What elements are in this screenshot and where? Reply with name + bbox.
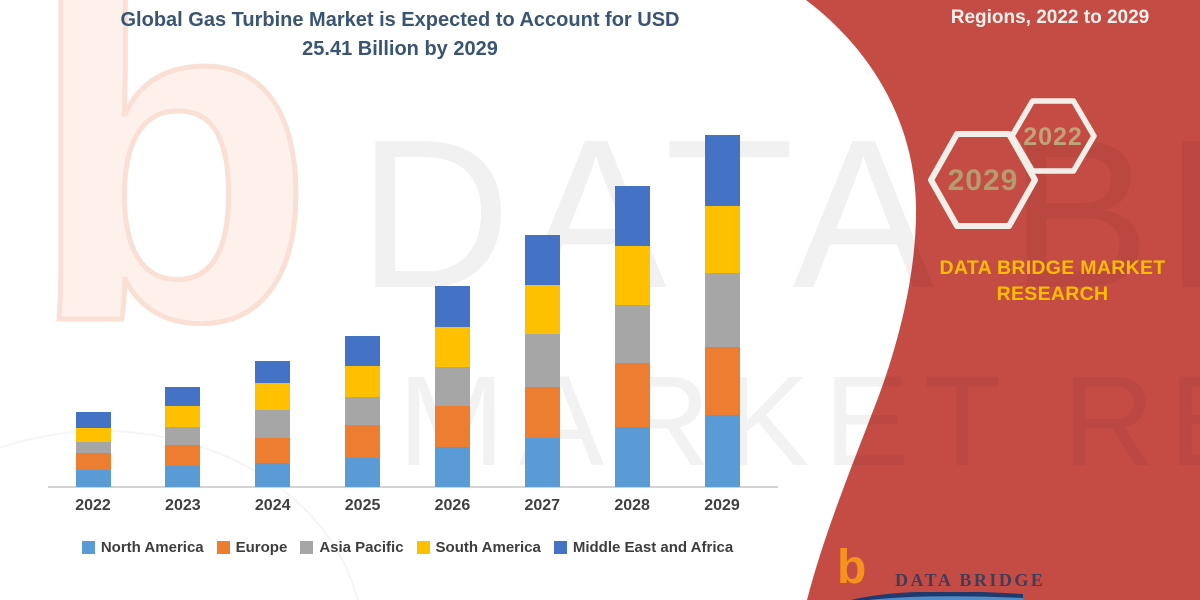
hexagon-2022-badge [1009, 98, 1097, 174]
bar-segment-south-america-2025 [345, 365, 381, 397]
legend-swatch-icon [300, 541, 314, 554]
footer-b-logo-icon: b [837, 541, 867, 594]
bar-segment-europe-2028 [614, 363, 650, 427]
bar-segment-europe-2027 [524, 387, 560, 438]
footer-logo: b DATA BRIDGE [835, 544, 1095, 600]
bar-segment-north-america-2028 [614, 426, 650, 487]
chart-title-line1: Global Gas Turbine Market is Expected to… [120, 9, 680, 31]
bar-segment-europe-2026 [434, 405, 470, 447]
x-axis-label-2023: 2023 [165, 497, 201, 514]
bar-segment-middle-east-and-africa-2026 [434, 286, 470, 328]
brand-name-line1: DATA BRIDGE MARKET [939, 257, 1166, 279]
x-axis-label-2029: 2029 [704, 497, 740, 514]
brand-name-block: DATA BRIDGE MARKET RESEARCH [935, 255, 1170, 307]
bar-segment-north-america-2025 [345, 457, 381, 487]
legend-label: Europe [235, 539, 288, 556]
x-axis-label-2022: 2022 [75, 497, 111, 514]
bar-segment-south-america-2022 [75, 428, 111, 442]
bar-segment-asia-pacific-2025 [345, 396, 381, 425]
legend-item-middle-east-and-africa: Middle East and Africa [553, 539, 734, 556]
bar-segment-middle-east-and-africa-2023 [165, 386, 201, 407]
stacked-bar-2023 [165, 386, 201, 487]
bar-segment-south-america-2029 [704, 206, 740, 274]
legend-label: Middle East and Africa [572, 539, 734, 556]
bar-segment-asia-pacific-2022 [75, 441, 111, 454]
footer-brand-text: DATA BRIDGE [895, 570, 1046, 590]
bar-segment-asia-pacific-2023 [165, 426, 201, 446]
legend-item-europe: Europe [216, 539, 288, 556]
x-axis-label-2028: 2028 [614, 497, 650, 514]
legend-label: Asia Pacific [319, 539, 404, 556]
hexagon-2029-label: 2029 [948, 164, 1019, 197]
legend-swatch-icon [81, 541, 95, 554]
legend-swatch-icon [416, 541, 430, 554]
legend-label: South America [435, 539, 541, 556]
bar-segment-asia-pacific-2026 [434, 367, 470, 406]
x-axis-label-2025: 2025 [344, 497, 381, 514]
brand-name-line2: RESEARCH [996, 283, 1109, 305]
bar-segment-asia-pacific-2029 [704, 273, 740, 347]
hexagon-badges: 2029 2022 [928, 98, 1097, 229]
panel-heading: Regions, 2022 to 2029 [950, 7, 1150, 28]
bar-segment-south-america-2027 [524, 285, 560, 335]
x-axis-label-2024: 2024 [254, 497, 291, 514]
bar-segment-europe-2022 [75, 453, 111, 471]
red-panel-shape [806, 0, 1200, 600]
bar-segment-middle-east-and-africa-2027 [524, 235, 560, 286]
bar-segment-north-america-2026 [434, 446, 470, 487]
legend-swatch-icon [216, 541, 230, 554]
bar-chart-plot-area: 2022 2023 2024 2025 2026 2027 2028 2029 [75, 135, 740, 514]
stacked-bar-2024 [255, 360, 291, 487]
bar-segment-europe-2024 [255, 438, 291, 463]
chart-title: Global Gas Turbine Market is Expected to… [55, 6, 745, 64]
stacked-bar-2029 [704, 135, 740, 487]
legend-item-asia-pacific: Asia Pacific [300, 539, 404, 556]
legend-item-north-america: North America [81, 539, 204, 556]
bar-segment-south-america-2026 [434, 327, 470, 368]
bar-segment-asia-pacific-2027 [524, 334, 560, 388]
stacked-bar-2027 [524, 235, 560, 487]
bar-segment-north-america-2029 [704, 414, 740, 487]
stacked-bar-2026 [434, 286, 470, 487]
x-axis-label-2027: 2027 [524, 497, 561, 514]
bar-segment-south-america-2024 [255, 383, 291, 410]
bar-segment-europe-2025 [345, 424, 381, 458]
watermark-text-line1: DATA BRI [358, 95, 1200, 332]
stacked-bar-2025 [345, 336, 381, 487]
bar-segment-middle-east-and-africa-2029 [704, 135, 740, 207]
hexagon-2022-label: 2022 [1023, 123, 1083, 151]
legend-swatch-icon [553, 541, 567, 554]
bar-segment-south-america-2023 [165, 406, 201, 427]
bar-segment-asia-pacific-2028 [614, 305, 650, 364]
chart-legend: North America Europe Asia Pacific South Ame… [35, 539, 780, 556]
bar-segment-north-america-2022 [75, 470, 111, 487]
bar-segment-middle-east-and-africa-2028 [614, 185, 650, 247]
bar-segment-south-america-2028 [614, 246, 650, 306]
stacked-bar-2028 [614, 185, 650, 487]
legend-item-south-america: South America [416, 539, 541, 556]
bar-segment-asia-pacific-2024 [255, 409, 291, 439]
bar-segment-middle-east-and-africa-2025 [345, 336, 381, 366]
watermark-b-logo: b [25, 0, 317, 419]
stacked-bar-2022 [75, 411, 111, 487]
chart-title-line2: 25.41 Billion by 2029 [302, 38, 498, 60]
hexagon-2029-badge [928, 131, 1038, 229]
bar-segment-north-america-2023 [165, 466, 201, 487]
x-axis-label-2026: 2026 [434, 497, 471, 514]
x-axis-line [48, 486, 778, 488]
bar-segment-middle-east-and-africa-2022 [75, 411, 111, 429]
bar-segment-north-america-2027 [524, 437, 560, 487]
bar-segment-europe-2029 [704, 346, 740, 415]
bar-segment-middle-east-and-africa-2024 [255, 360, 291, 384]
bar-segment-north-america-2024 [255, 462, 291, 487]
footer-swoosh-icon [850, 592, 1023, 600]
legend-label: North America [100, 539, 204, 556]
bar-segment-europe-2023 [165, 445, 201, 467]
